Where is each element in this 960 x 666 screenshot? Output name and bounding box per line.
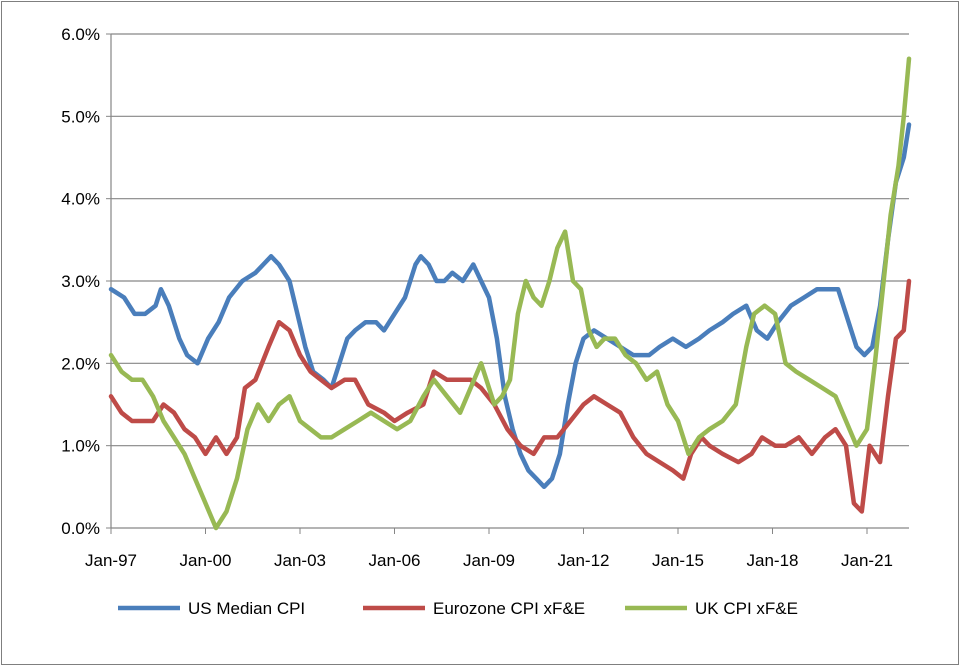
series-line-3 [108, 56, 912, 531]
series-lines [108, 56, 912, 531]
x-tick-label: Jan-97 [85, 551, 137, 570]
y-tick-label: 0.0% [61, 519, 100, 538]
x-tick-label: Jan-18 [747, 551, 799, 570]
x-tick-labels: Jan-97 Jan-00 Jan-03 Jan-06 Jan-09 Jan-12 Jan-… [85, 551, 893, 570]
x-tick-label: Jan-00 [180, 551, 232, 570]
legend-label: US Median CPI [188, 599, 305, 618]
x-tick-label: Jan-21 [841, 551, 893, 570]
y-tick-label: 3.0% [61, 272, 100, 291]
x-tick-label: Jan-09 [463, 551, 515, 570]
legend-label: UK CPI xF&E [695, 599, 798, 618]
y-tick-label: 6.0% [61, 25, 100, 44]
y-tick-label: 5.0% [61, 107, 100, 126]
y-tick-label: 1.0% [61, 437, 100, 456]
legend-label: Eurozone CPI xF&E [433, 599, 585, 618]
axes [106, 33, 909, 534]
x-tick-label: Jan-03 [274, 551, 326, 570]
x-tick-label: Jan-12 [558, 551, 610, 570]
y-tick-label: 2.0% [61, 354, 100, 373]
legend: US Median CPI Eurozone CPI xF&E UK CPI xF&… [118, 599, 798, 618]
y-tick-label: 4.0% [61, 190, 100, 209]
x-tick-label: Jan-15 [652, 551, 704, 570]
y-tick-labels: 0.0% 1.0% 2.0% 3.0% 4.0% 5.0% 6.0% [61, 25, 100, 538]
series-line-2 [108, 278, 912, 514]
x-tick-label: Jan-06 [369, 551, 421, 570]
